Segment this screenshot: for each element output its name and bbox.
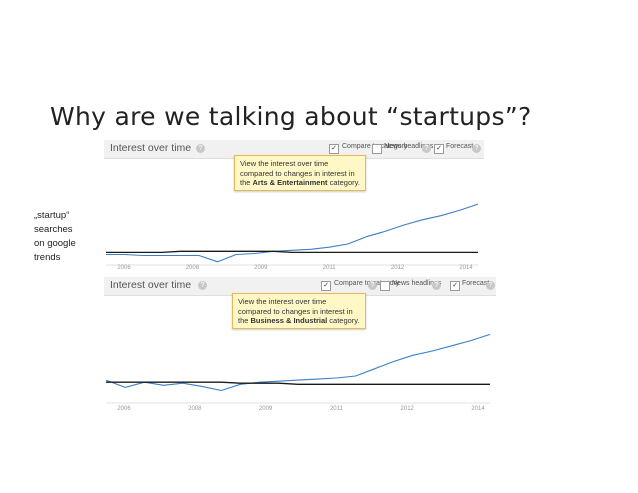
news-checkbox[interactable] (372, 144, 382, 154)
trends-panel-business: 2006 2008 2009 2011 2012 2014 Interest over t… (104, 277, 496, 415)
tooltip-category: Business & Industrial (250, 316, 328, 325)
panel-header-title: Interest over time (110, 279, 192, 291)
trend-chart: 2006 2008 2009 2011 2012 2014 (105, 333, 491, 412)
trend-chart: 2006 2008 2009 2011 2012 2014 (106, 203, 479, 271)
category-series-line (106, 250, 478, 254)
help-icon[interactable]: ? (196, 144, 205, 153)
x-tick-label: 2011 (330, 406, 344, 412)
startup-series-line (106, 203, 479, 263)
x-tick-label: 2009 (259, 406, 273, 412)
x-tick-label: 2012 (391, 265, 405, 271)
side-note-line: trends (34, 252, 61, 263)
forecast-label[interactable]: Forecast (446, 143, 474, 150)
help-icon[interactable]: ? (486, 281, 495, 290)
compare-checkbox[interactable]: ✓ (329, 144, 339, 154)
x-tick-label: 2006 (117, 265, 131, 271)
panel-header: Interest over time ? ✓ Compare to catego… (104, 277, 496, 296)
x-tick-label: 2009 (254, 265, 268, 271)
compare-label[interactable]: Compare to category (334, 280, 400, 287)
side-note: „startup“ searches on google trends (34, 209, 94, 265)
compare-tooltip: View the interest over time compared to … (232, 293, 366, 329)
tooltip-category: Arts & Entertainment (252, 178, 328, 187)
x-tick-label: 2006 (117, 406, 131, 412)
x-tick-label: 2008 (188, 406, 202, 412)
side-note-line: „startup“ (34, 210, 70, 221)
news-label[interactable]: News headlines (392, 280, 442, 287)
x-tick-label: 2014 (471, 406, 485, 412)
x-tick-label: 2012 (401, 406, 415, 412)
tooltip-text: category. (327, 316, 360, 325)
tooltip-text: View the interest over time compared to … (240, 159, 355, 187)
forecast-label[interactable]: Forecast (462, 280, 490, 287)
help-icon[interactable]: ? (368, 281, 377, 290)
startup-series-line (105, 333, 491, 392)
panel-header: Interest over time ? ✓ Compare to catego… (104, 140, 484, 159)
tooltip-text: category. (327, 178, 360, 187)
side-note-line: searches (34, 224, 73, 235)
help-icon[interactable]: ? (422, 144, 431, 153)
news-label[interactable]: News headlines (384, 143, 434, 150)
compare-tooltip: View the interest over time compared to … (234, 155, 366, 191)
x-tick-label: 2008 (186, 265, 200, 271)
panel-header-title: Interest over time (110, 142, 192, 154)
slide-title: Why are we talking about “startups”? (50, 102, 532, 131)
forecast-checkbox[interactable]: ✓ (434, 144, 444, 154)
side-note-line: on google (34, 238, 76, 249)
forecast-checkbox[interactable]: ✓ (450, 281, 460, 291)
x-tick-label: 2014 (459, 265, 473, 271)
help-icon[interactable]: ? (472, 144, 481, 153)
help-icon[interactable]: ? (432, 281, 441, 290)
tooltip-text: View the interest over time compared to … (238, 297, 353, 325)
compare-checkbox[interactable]: ✓ (321, 281, 331, 291)
trends-panel-arts: 2006 2008 2009 2011 2012 2014 Interest over t… (104, 140, 484, 275)
x-tick-label: 2011 (323, 265, 337, 271)
help-icon[interactable]: ? (198, 281, 207, 290)
category-series-line (106, 381, 490, 385)
news-checkbox[interactable] (380, 281, 390, 291)
